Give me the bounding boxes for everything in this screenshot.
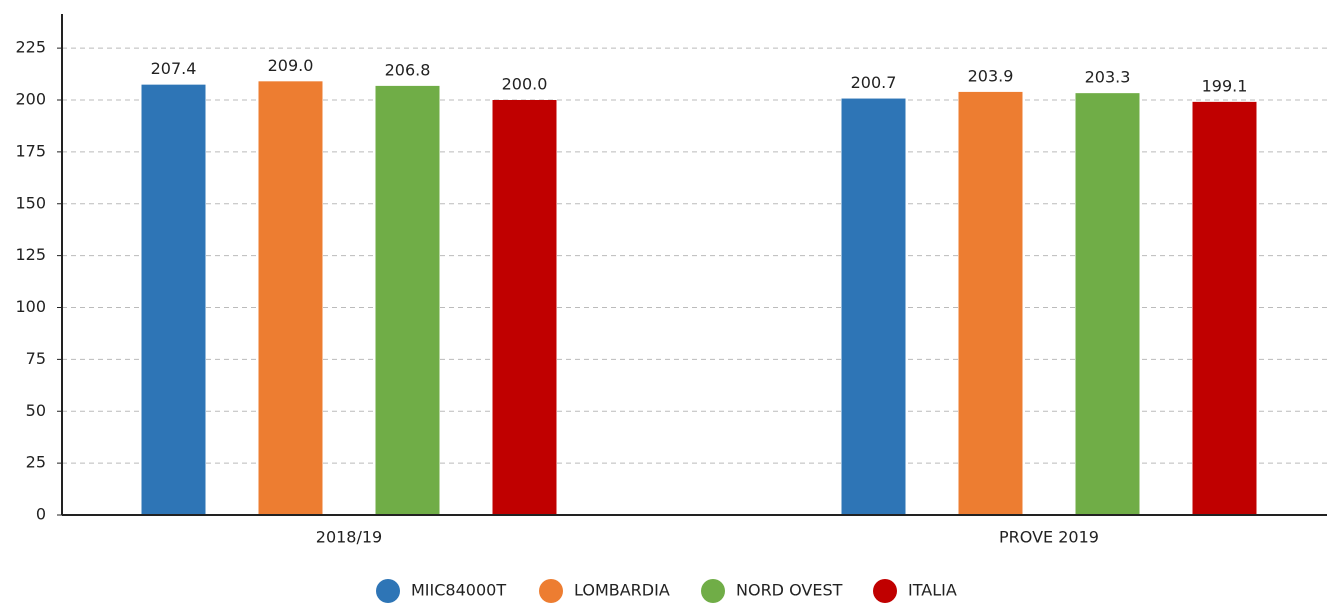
bar [258, 81, 323, 515]
legend-swatch [701, 579, 725, 603]
bar [141, 84, 206, 516]
bar [1192, 101, 1257, 516]
y-tick-label: 75 [26, 349, 46, 368]
x-tick-label: 2018/19 [316, 528, 382, 547]
bar [375, 85, 440, 515]
value-label: 206.8 [385, 60, 431, 79]
bar [958, 91, 1023, 515]
value-label: 200.0 [502, 75, 548, 94]
value-label: 203.3 [1085, 68, 1131, 87]
value-label: 203.9 [968, 66, 1014, 85]
value-label: 209.0 [268, 56, 314, 75]
legend-swatch [539, 579, 563, 603]
y-tick-label: 225 [15, 38, 46, 57]
value-label: 200.7 [851, 73, 897, 92]
y-tick-label: 0 [36, 505, 46, 524]
legend-label: MIIC84000T [411, 581, 506, 600]
y-tick-label: 200 [15, 90, 46, 109]
bar [1075, 93, 1140, 515]
legend-swatch [376, 579, 400, 603]
y-tick-label: 125 [15, 245, 46, 264]
legend-label: ITALIA [908, 581, 957, 600]
value-label: 199.1 [1202, 76, 1248, 95]
y-tick-label: 175 [15, 141, 46, 160]
bar [841, 98, 906, 516]
y-tick-label: 50 [26, 401, 46, 420]
value-label: 207.4 [151, 59, 197, 78]
y-tick-label: 150 [15, 193, 46, 212]
legend-label: NORD OVEST [736, 581, 843, 600]
y-tick-label: 100 [15, 297, 46, 316]
legend-label: LOMBARDIA [574, 581, 670, 600]
legend-swatch [873, 579, 897, 603]
x-tick-label: PROVE 2019 [999, 528, 1099, 547]
bar [492, 100, 557, 515]
y-tick-label: 25 [26, 453, 46, 472]
